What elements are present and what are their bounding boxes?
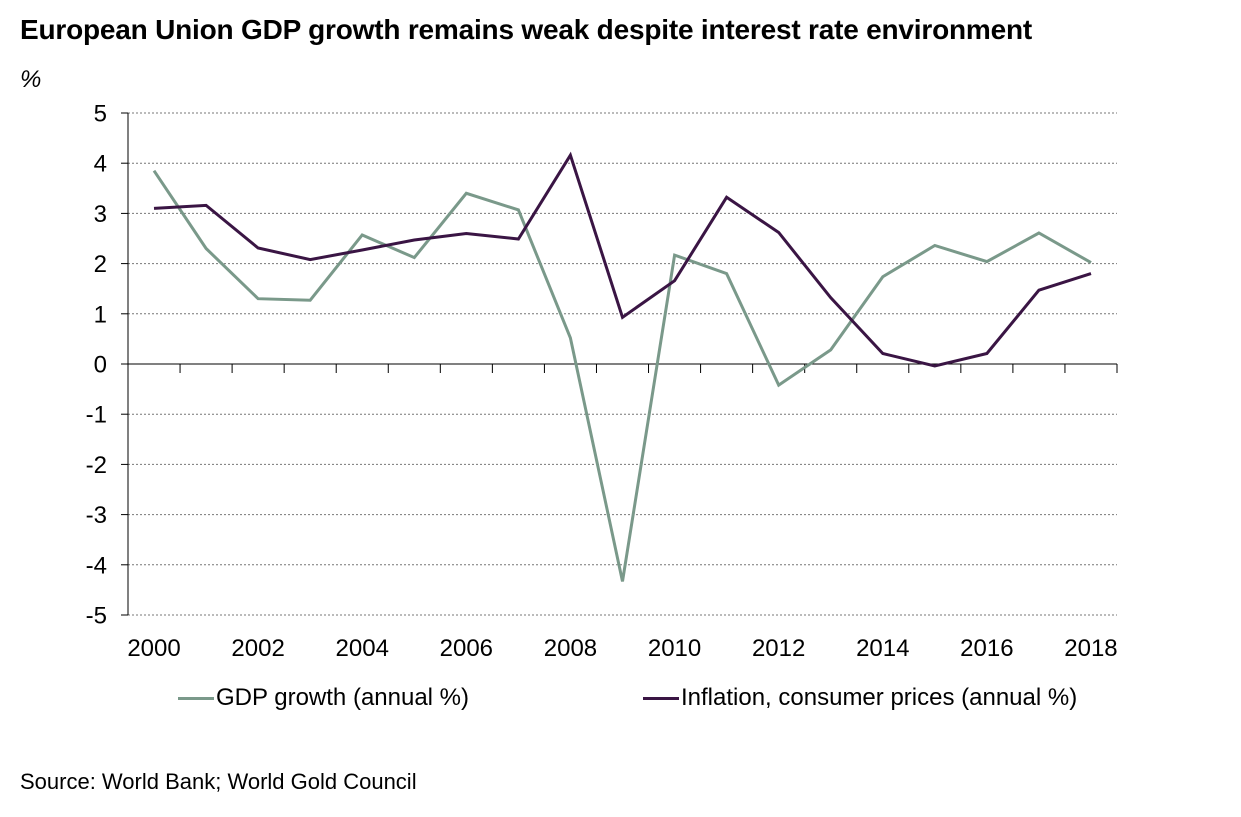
x-tick-label: 2018	[1064, 635, 1117, 662]
legend-item-gdp: GDP growth (annual %)	[178, 684, 469, 712]
legend-label-gdp: GDP growth (annual %)	[216, 684, 470, 711]
y-tick-label: -2	[86, 452, 107, 479]
legend-item-inflation: Inflation, consumer prices (annual %)	[643, 684, 1077, 712]
chart-title: European Union GDP growth remains weak d…	[20, 14, 1032, 45]
y-tick-label: -5	[86, 603, 107, 630]
y-tick-label: 4	[94, 151, 107, 178]
x-tick-label: 2008	[544, 635, 597, 662]
y-tick-label: 1	[94, 301, 107, 328]
y-tick-label: -3	[86, 502, 107, 529]
x-tick-label: 2000	[127, 635, 180, 662]
series-line-gdp	[152, 169, 1092, 582]
x-tick-label: 2006	[440, 635, 493, 662]
y-unit-label: %	[20, 66, 42, 93]
source-note: Source: World Bank; World Gold Council	[20, 769, 417, 794]
x-tick-label: 2012	[752, 635, 805, 662]
x-tick-label: 2002	[231, 635, 284, 662]
x-tick-label: 2016	[960, 635, 1013, 662]
y-tick-label: -4	[86, 552, 107, 579]
y-tick-label: 0	[94, 352, 107, 379]
x-tick-label: 2014	[856, 635, 909, 662]
y-tick-label: -1	[86, 402, 107, 429]
legend-swatch-gdp	[178, 696, 214, 700]
series-line-inflation	[153, 151, 1092, 368]
y-tick-label: 3	[94, 201, 107, 228]
x-tick-label: 2004	[336, 635, 389, 662]
legend-label-inflation: Inflation, consumer prices (annual %)	[681, 684, 1078, 711]
y-tick-label: 2	[94, 251, 107, 278]
y-tick-label: 5	[94, 101, 107, 128]
legend-swatch-inflation	[643, 696, 679, 700]
x-tick-label: 2010	[648, 635, 701, 662]
